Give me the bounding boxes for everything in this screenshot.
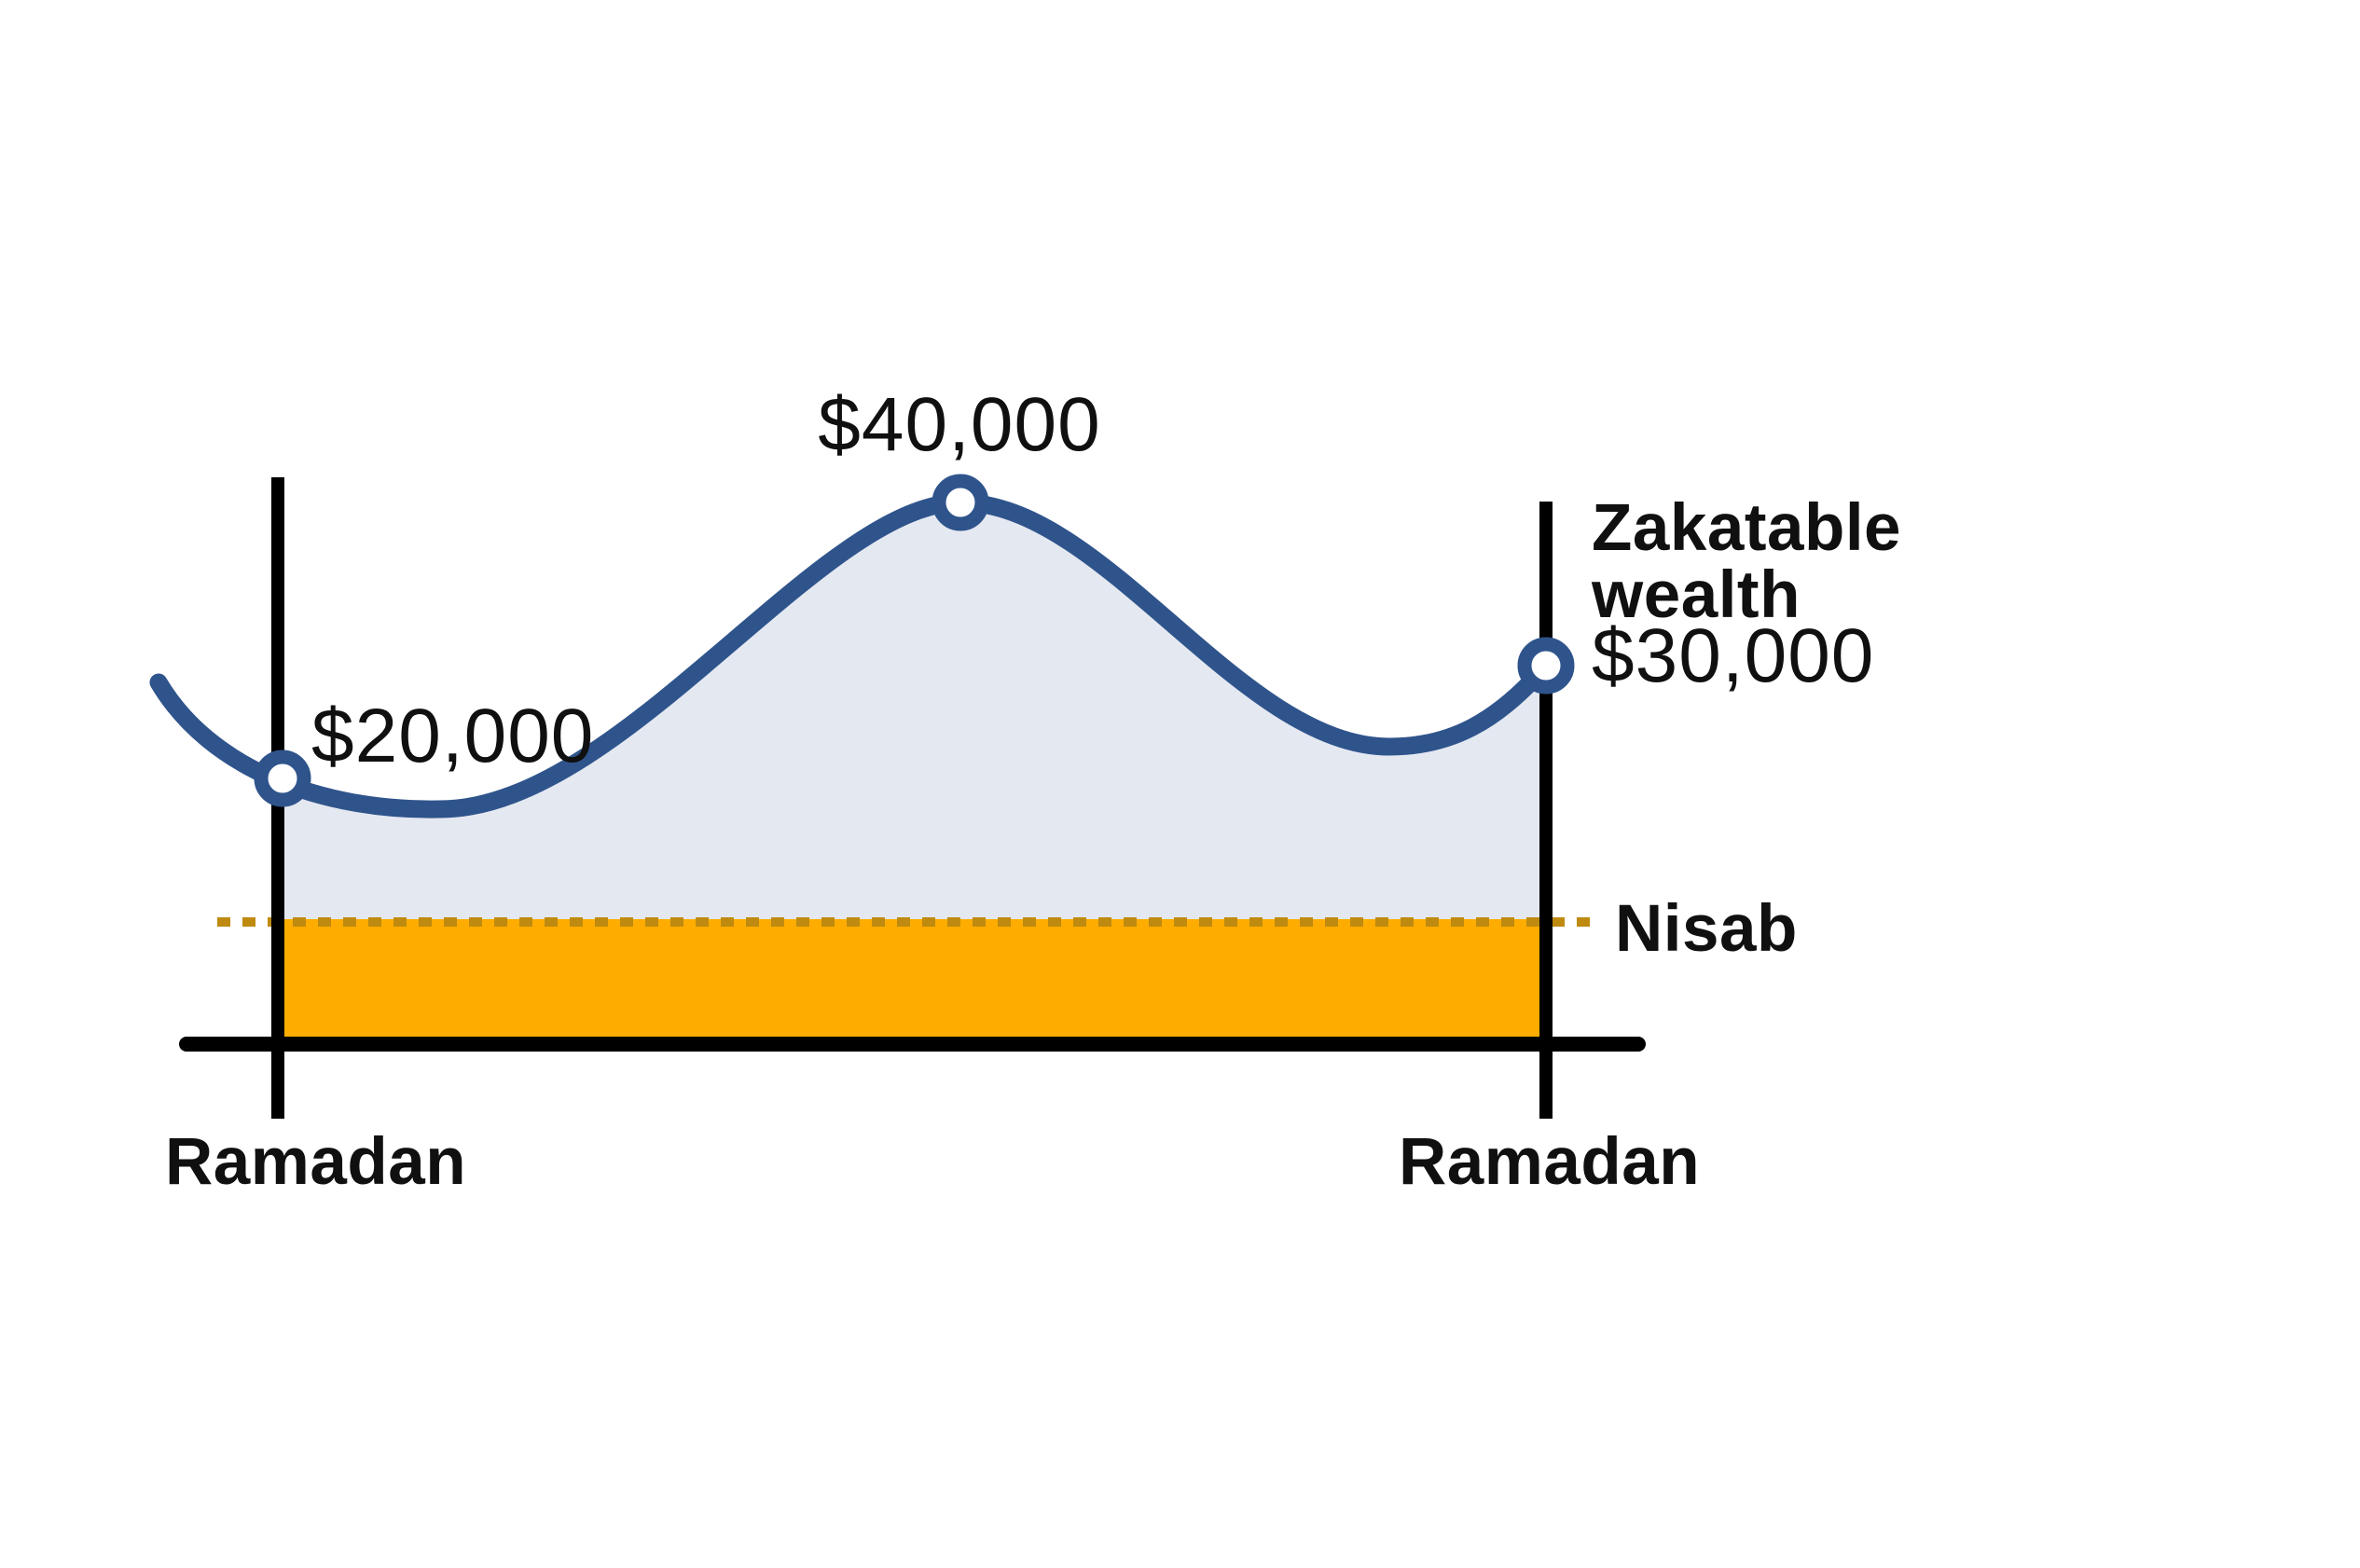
wealth-area-fill — [278, 502, 1546, 925]
end-point-marker — [1517, 637, 1575, 695]
x-tick-ramadan-right: Ramadan — [1399, 1125, 1700, 1199]
zakatable-wealth-label-line2: wealth — [1591, 558, 1801, 632]
peak-point-marker — [932, 474, 989, 531]
zakatable-wealth-label-line1: Zakatable — [1592, 491, 1901, 565]
x-tick-ramadan-left: Ramadan — [165, 1125, 466, 1199]
nisab-threshold-area — [278, 919, 1546, 1037]
nisab-label: Nisab — [1615, 892, 1798, 966]
wealth-curve — [149, 493, 1555, 818]
end-value-label: $30,000 — [1592, 613, 1874, 698]
start-value-label: $20,000 — [311, 694, 594, 778]
start-point-marker — [254, 750, 311, 807]
peak-value-label: $40,000 — [818, 382, 1100, 467]
